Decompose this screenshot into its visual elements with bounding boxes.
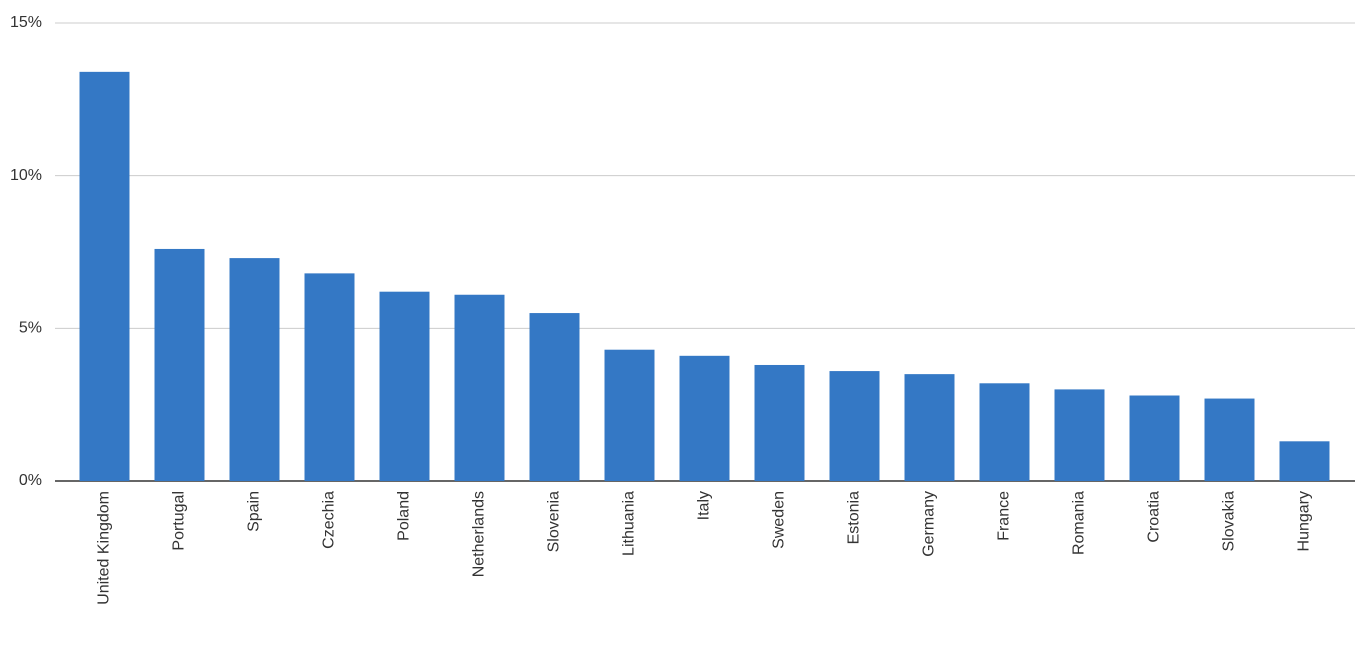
- y-tick-label: 0%: [19, 472, 42, 489]
- bar: [1279, 441, 1330, 481]
- x-tick-label: Sweden: [771, 491, 788, 549]
- bar: [154, 248, 205, 481]
- bar: [754, 364, 805, 481]
- x-tick-label: Slovakia: [1221, 491, 1238, 552]
- x-tick-label: Italy: [696, 491, 713, 520]
- bar: [979, 383, 1030, 481]
- bar: [679, 355, 730, 481]
- y-tick-label: 5%: [19, 320, 42, 337]
- x-tick-label: Spain: [246, 491, 263, 532]
- x-tick-label: Estonia: [846, 491, 863, 544]
- bar: [904, 374, 955, 481]
- x-tick-label: United Kingdom: [96, 491, 113, 605]
- y-tick-label: 10%: [10, 167, 42, 184]
- x-tick-label: Czechia: [321, 491, 338, 549]
- y-tick-label: 15%: [10, 14, 42, 31]
- x-tick-label: Portugal: [171, 491, 188, 551]
- x-tick-label: Croatia: [1146, 491, 1163, 543]
- bar: [1129, 395, 1180, 481]
- x-tick-label: Poland: [396, 491, 413, 541]
- bar: [229, 258, 280, 481]
- bar: [304, 273, 355, 481]
- bar: [604, 349, 655, 481]
- bar: [1054, 389, 1105, 481]
- bar: [529, 313, 580, 481]
- x-tick-label: Hungary: [1296, 491, 1313, 551]
- x-tick-label: Romania: [1071, 491, 1088, 555]
- bar: [829, 371, 880, 481]
- x-tick-label: France: [996, 491, 1013, 541]
- bar: [1204, 398, 1255, 481]
- x-tick-label: Germany: [921, 491, 938, 557]
- bar: [79, 71, 130, 481]
- bar: [379, 291, 430, 481]
- x-tick-label: Slovenia: [546, 491, 563, 552]
- x-tick-label: Lithuania: [621, 491, 638, 556]
- x-tick-label: Netherlands: [471, 491, 488, 577]
- bar: [454, 294, 505, 481]
